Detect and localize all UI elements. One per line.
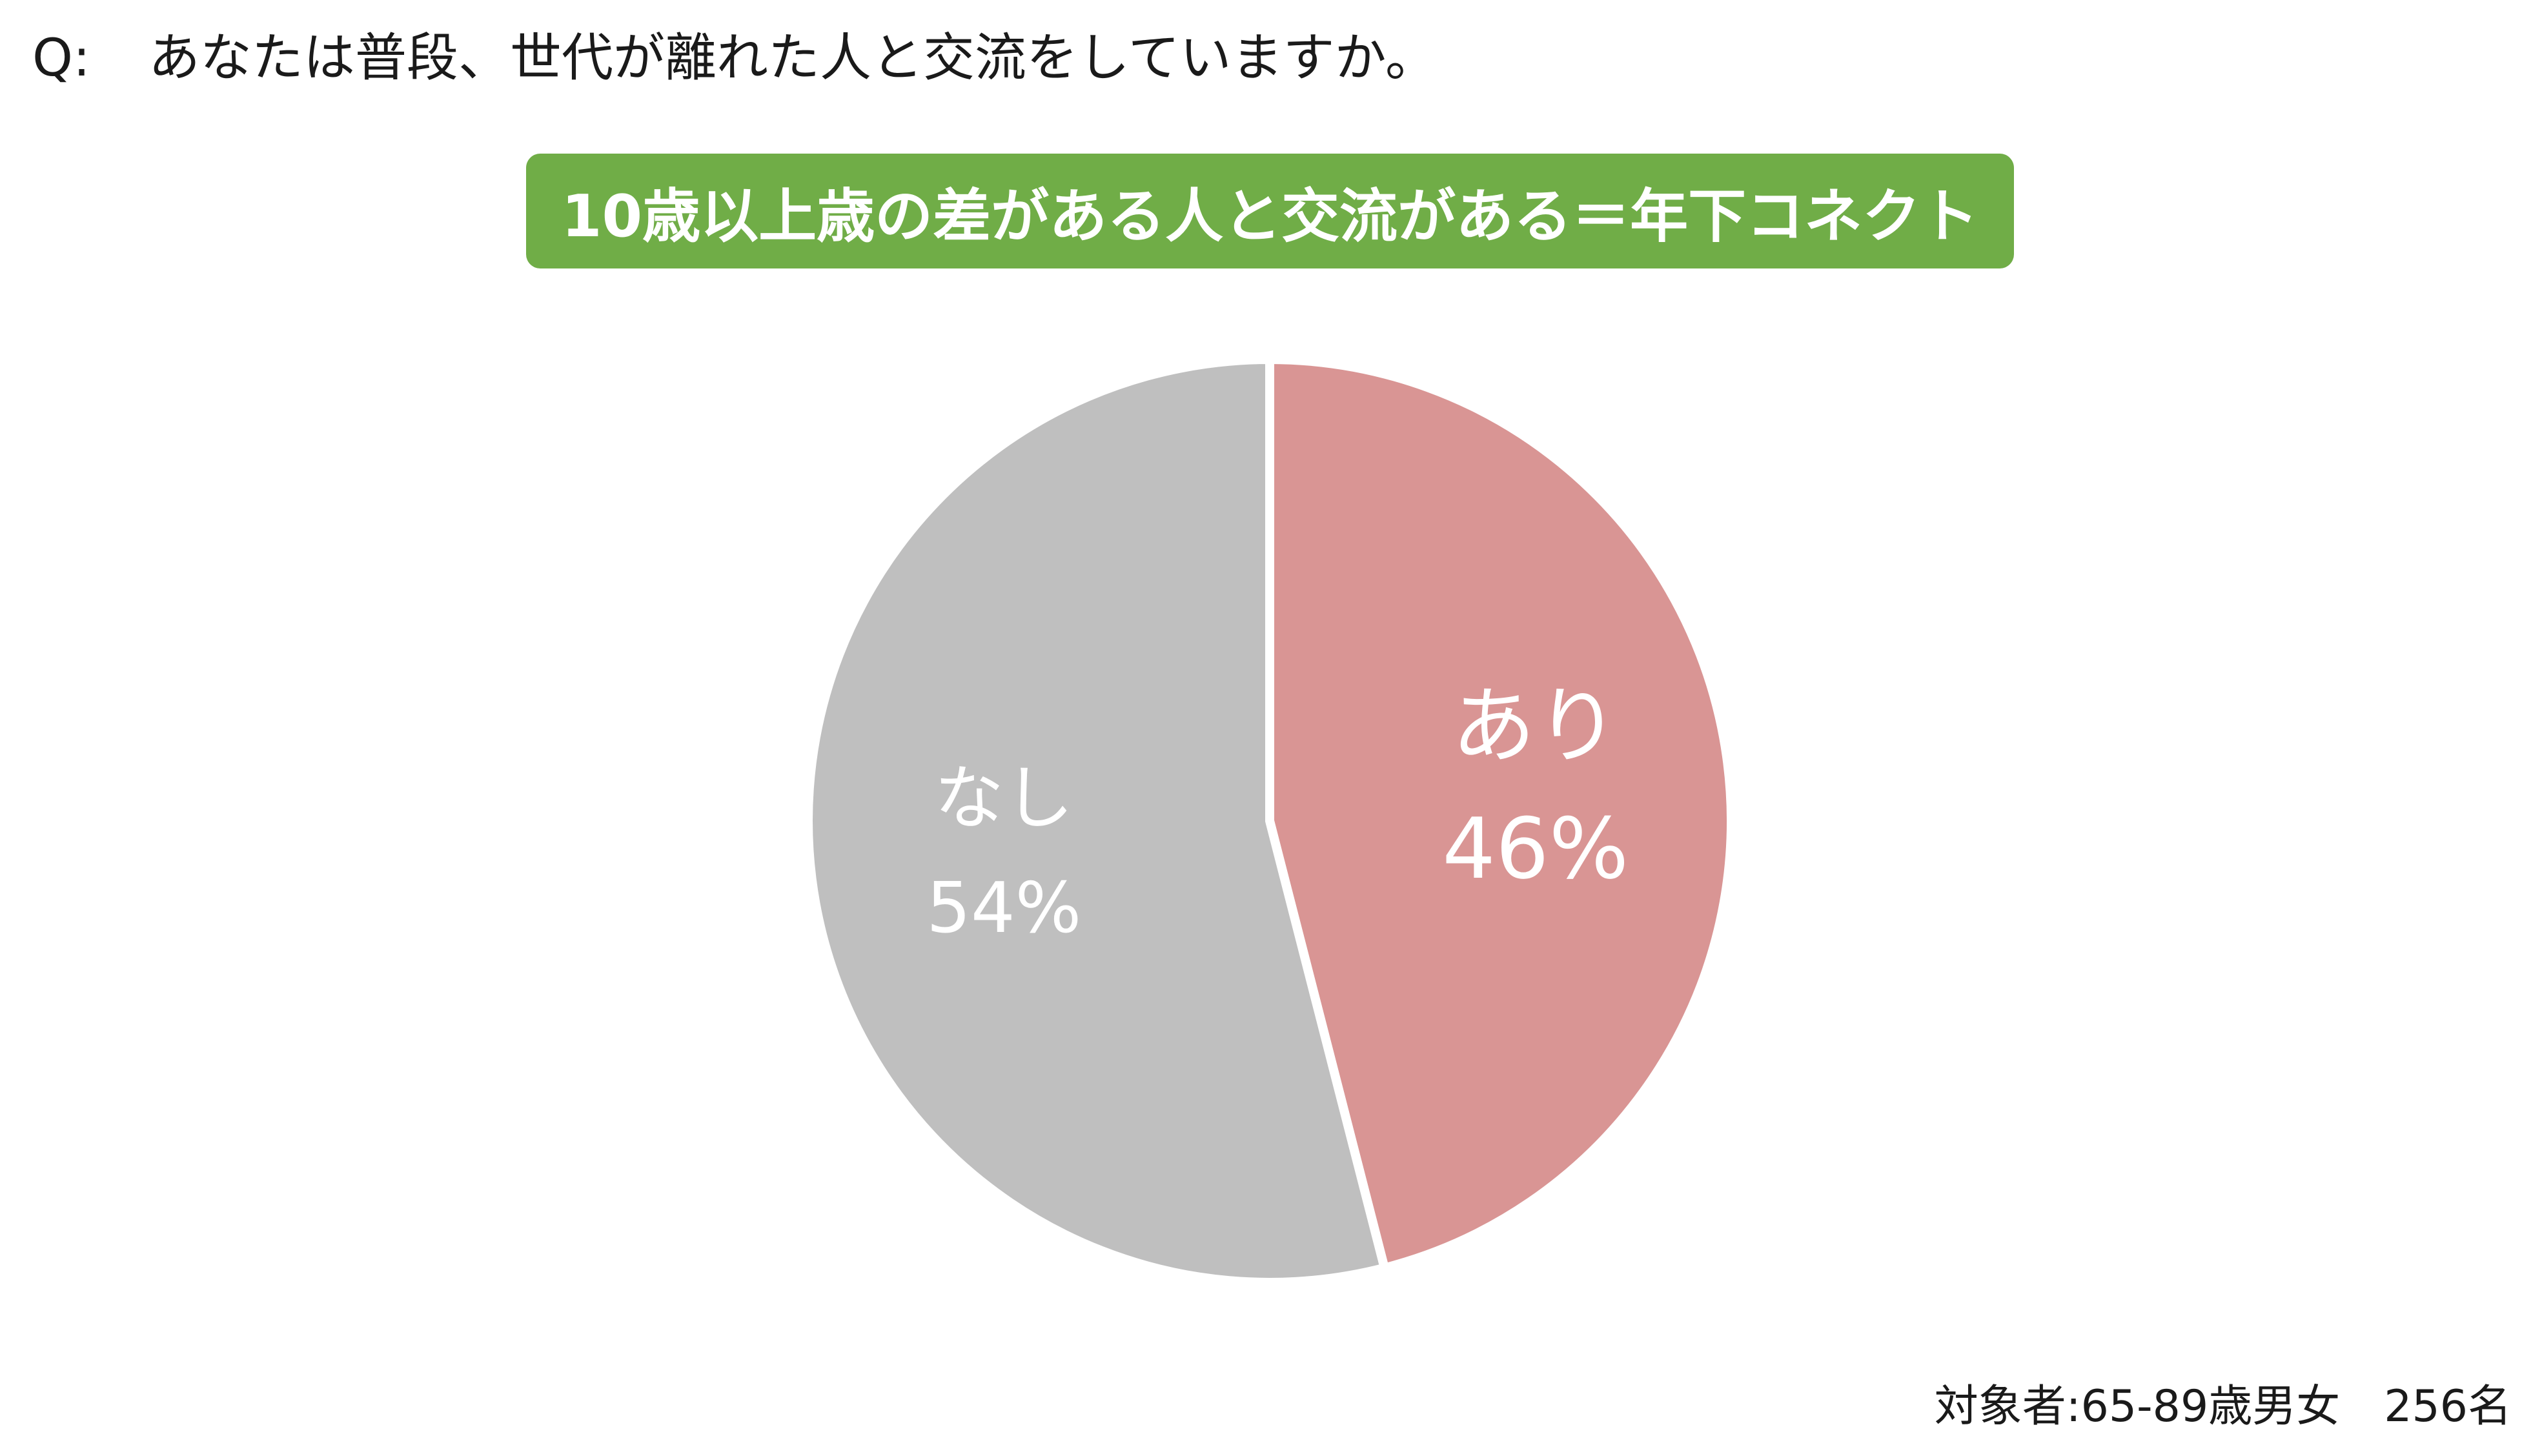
pie-slice-label-1: なし: [934, 758, 1073, 839]
pie-slice-label-0: あり: [1452, 677, 1620, 775]
question: Q: あなたは普段、世代が離れた人と交流をしていますか。: [32, 19, 1437, 97]
pie-slice-value-1: 54%: [926, 868, 1081, 949]
banner-text: 10歳以上歳の差がある人と交流がある＝年下コネクト: [561, 183, 1979, 250]
question-prefix: Q:: [32, 28, 90, 88]
question-text: あなたは普段、世代が離れた人と交流をしていますか。: [148, 28, 1437, 88]
pie-slice-value-0: 46%: [1442, 800, 1629, 898]
pie-slice-0: [1265, 354, 1736, 1274]
footnote: 対象者:65-89歳男女 256名: [1934, 1381, 2512, 1432]
chart-banner: 10歳以上歳の差がある人と交流がある＝年下コネクト: [526, 154, 2014, 268]
pie-slice-1: [804, 354, 1390, 1287]
